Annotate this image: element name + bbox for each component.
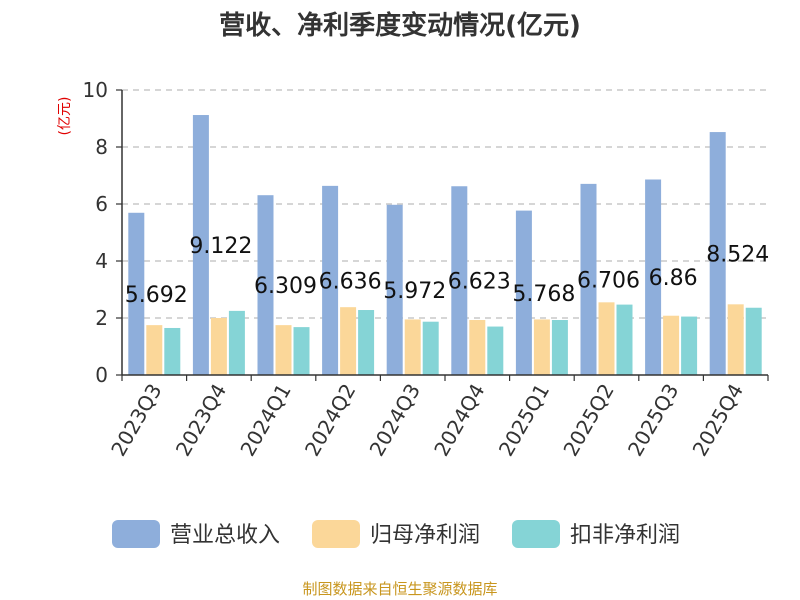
bar-营业总收入-2024Q2[interactable] [322, 185, 339, 375]
legend-swatch-0[interactable] [112, 520, 160, 548]
bar-扣非净利润-2024Q3[interactable] [422, 321, 439, 375]
y-tick-label: 10 [83, 78, 108, 102]
data-label-2024Q1: 6.309 [254, 274, 317, 299]
grid-layer [122, 89, 768, 319]
data-label-2023Q4: 9.122 [189, 234, 252, 259]
legend[interactable]: 营业总收入 归母净利润 扣非净利润 [112, 520, 680, 548]
data-label-2024Q4: 6.623 [448, 270, 511, 295]
legend-swatch-1[interactable] [312, 520, 360, 548]
bar-扣非净利润-2025Q1[interactable] [551, 319, 568, 375]
x-tick-label: 2025Q4 [688, 380, 748, 461]
y-tick-label: 4 [95, 249, 108, 273]
data-label-2024Q2: 6.636 [319, 269, 382, 294]
bar-扣非净利润-2025Q2[interactable] [616, 304, 633, 375]
bar-营业总收入-2025Q2[interactable] [580, 183, 597, 375]
bar-归母净利润-2024Q4[interactable] [469, 319, 486, 375]
bar-扣非净利润-2023Q3[interactable] [164, 327, 181, 375]
data-label-2024Q3: 5.972 [383, 279, 446, 304]
bar-归母净利润-2024Q3[interactable] [404, 319, 421, 375]
legend-swatch-2[interactable] [512, 520, 560, 548]
x-tick-label: 2025Q3 [623, 380, 683, 461]
y-tick-label: 2 [95, 306, 108, 330]
x-tick-label: 2024Q4 [429, 380, 489, 461]
x-tick-label: 2024Q3 [365, 380, 425, 461]
bar-营业总收入-2023Q4[interactable] [192, 115, 209, 375]
y-tick-label: 8 [95, 135, 108, 159]
bar-归母净利润-2025Q4[interactable] [727, 304, 744, 375]
source-note: 制图数据来自恒生聚源数据库 [302, 580, 497, 598]
x-tick-label: 2025Q2 [558, 380, 618, 461]
bar-营业总收入-2024Q1[interactable] [257, 195, 274, 375]
x-tick-label: 2023Q4 [171, 380, 231, 461]
data-label-2025Q3: 6.86 [649, 266, 698, 291]
y-tick-label: 6 [95, 192, 108, 216]
data-label-2025Q4: 8.524 [706, 243, 769, 268]
x-tick-label: 2025Q1 [494, 380, 554, 461]
legend-label-2[interactable]: 扣非净利润 [570, 523, 680, 548]
bar-归母净利润-2024Q2[interactable] [340, 307, 357, 375]
bar-扣非净利润-2024Q1[interactable] [293, 327, 310, 375]
y-axis-label: (亿元) [57, 97, 73, 136]
bar-营业总收入-2024Q3[interactable] [386, 204, 403, 375]
bar-扣非净利润-2025Q3[interactable] [681, 316, 698, 375]
bar-归母净利润-2025Q2[interactable] [598, 302, 615, 375]
bar-扣非净利润-2024Q4[interactable] [487, 326, 504, 375]
bar-归母净利润-2024Q1[interactable] [275, 325, 292, 375]
data-label-2025Q2: 6.706 [577, 268, 640, 293]
x-tick-label: 2024Q1 [235, 380, 295, 461]
bar-营业总收入-2025Q1[interactable] [515, 210, 532, 375]
bars-layer [128, 115, 762, 375]
bar-扣非净利润-2023Q4[interactable] [228, 310, 245, 375]
bar-营业总收入-2024Q4[interactable] [451, 186, 468, 375]
legend-label-0[interactable]: 营业总收入 [170, 523, 280, 548]
bar-扣非净利润-2025Q4[interactable] [745, 307, 762, 375]
bar-归母净利润-2025Q3[interactable] [663, 315, 680, 375]
legend-label-1[interactable]: 归母净利润 [370, 523, 480, 548]
bar-归母净利润-2023Q4[interactable] [210, 318, 227, 375]
bar-营业总收入-2023Q3[interactable] [128, 212, 145, 375]
x-tick-label: 2024Q2 [300, 380, 360, 461]
data-label-2025Q1: 5.768 [512, 282, 575, 307]
x-tick-label: 2023Q3 [106, 380, 166, 461]
bar-归母净利润-2023Q3[interactable] [146, 325, 163, 375]
y-tick-label: 0 [95, 363, 108, 387]
data-label-2023Q3: 5.692 [125, 283, 188, 308]
bar-扣非净利润-2024Q2[interactable] [358, 310, 375, 375]
chart-title: 营收、净利季度变动情况(亿元) [219, 10, 581, 41]
bar-营业总收入-2025Q4[interactable] [709, 132, 726, 375]
bar-营业总收入-2025Q3[interactable] [645, 179, 662, 375]
bar-归母净利润-2025Q1[interactable] [533, 319, 550, 375]
